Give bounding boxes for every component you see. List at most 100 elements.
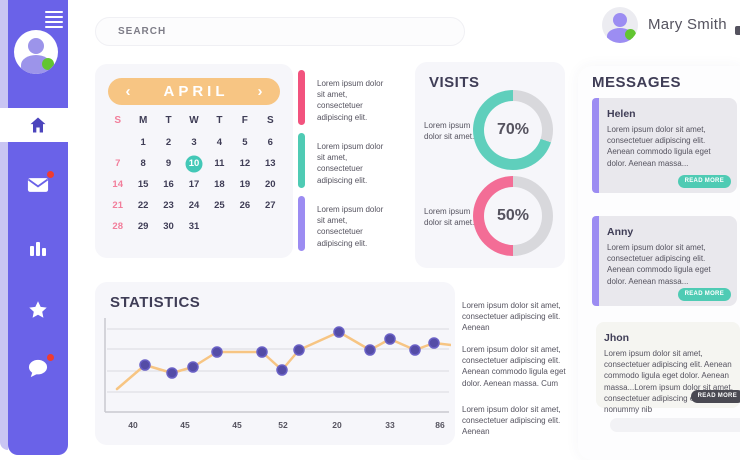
avatar-head-shape <box>613 13 627 27</box>
chart-data-point <box>428 337 440 349</box>
calendar-prev-button[interactable]: ‹ <box>125 83 131 100</box>
visits-donut-50-caption: Lorem ipsum dolor sit amet. <box>424 207 475 228</box>
statistics-card: STATISTICS 40 45 45 52 20 33 86 <box>95 282 455 445</box>
sidebar-accent-strip <box>0 0 8 450</box>
statistics-line-chart: 40 45 45 52 20 33 86 <box>104 318 451 430</box>
star-icon <box>29 301 47 318</box>
user-avatar[interactable] <box>602 7 638 43</box>
calendar-month-label: APRIL <box>163 83 229 100</box>
chart-x-tick-label: 52 <box>278 420 288 430</box>
sidebar <box>8 0 68 455</box>
sidebar-avatar[interactable] <box>14 30 58 74</box>
calendar-day-18[interactable]: 18 <box>214 179 225 190</box>
calendar-day-empty <box>232 216 257 237</box>
calendar-day-6[interactable]: 6 <box>267 137 273 148</box>
calendar-day-13[interactable]: 13 <box>264 158 276 169</box>
hamburger-menu-icon[interactable] <box>45 11 63 31</box>
chart-line-series <box>115 330 451 391</box>
calendar-weekday-label: W <box>189 115 199 126</box>
stats-note: Lorem ipsum dolor sit amet, consectetuer… <box>462 345 566 388</box>
chart-data-point <box>187 361 199 373</box>
calendar-day-24[interactable]: 24 <box>188 200 200 211</box>
calendar-day-11[interactable]: 11 <box>214 158 225 169</box>
calendar-day-14[interactable]: 14 <box>112 179 123 190</box>
calendar-weekday-label: M <box>138 115 148 126</box>
legend-item: Lorem ipsum dolor sit amet, consectetuer… <box>298 133 394 188</box>
calendar-header: ‹ APRIL › <box>108 78 280 105</box>
read-more-button[interactable]: READ MORE <box>677 288 731 301</box>
calendar-day-17[interactable]: 17 <box>188 179 200 190</box>
calendar-day-3[interactable]: 3 <box>191 137 197 148</box>
calendar-days-grid: 1 2 3 4 5 6 7 8 9 10 11 12 13 14 15 16 17 18 19 20 21 22 23 24 2… <box>105 132 283 237</box>
sidebar-item-stats[interactable] <box>8 236 68 260</box>
user-name: Mary Smith <box>648 16 727 33</box>
calendar-day-4[interactable]: 4 <box>216 137 223 148</box>
calendar-day-10[interactable]: 10 <box>181 153 206 174</box>
calendar-day-8[interactable]: 8 <box>140 158 146 169</box>
stats-note: Lorem ipsum dolor sit amet, consectetuer… <box>462 301 561 333</box>
chart-x-tick-label: 40 <box>128 420 138 430</box>
chart-data-point <box>139 359 151 371</box>
calendar-day-29[interactable]: 29 <box>137 221 149 232</box>
mail-notification-dot <box>47 171 54 178</box>
calendar-day-1[interactable]: 1 <box>140 137 146 148</box>
home-icon <box>30 117 46 133</box>
calendar-day-21[interactable]: 21 <box>112 200 123 211</box>
calendar-next-button[interactable]: › <box>257 83 263 100</box>
chat-bubble-icon <box>28 359 48 377</box>
calendar-day-27[interactable]: 27 <box>264 200 276 211</box>
calendar-day-20[interactable]: 20 <box>264 179 276 190</box>
message-card-helen[interactable]: Helen Lorem ipsum dolor sit amet, consect… <box>592 98 737 193</box>
user-menu-cut-icon[interactable] <box>735 26 740 35</box>
message-card-jhon[interactable]: Jhon Lorem ipsum dolor sit amet, consecte… <box>596 322 740 414</box>
calendar-day-16[interactable]: 16 <box>163 179 174 190</box>
legend-list: Lorem ipsum dolor sit amet, consectetuer… <box>298 70 394 259</box>
calendar-day-23[interactable]: 23 <box>163 200 174 211</box>
chart-x-tick-label: 45 <box>180 420 190 430</box>
message-accent-bar <box>592 216 599 306</box>
chart-data-point <box>256 346 268 358</box>
calendar-day-19[interactable]: 19 <box>239 179 251 190</box>
visits-card: VISITS 70% Lorem ipsum dolor sit amet. 5… <box>415 62 565 268</box>
calendar-weekday-label: T <box>216 115 223 126</box>
calendar-day-7[interactable]: 7 <box>115 158 121 169</box>
calendar-day-31[interactable]: 31 <box>188 221 200 232</box>
calendar-day-26[interactable]: 26 <box>239 200 251 211</box>
calendar-day-9[interactable]: 9 <box>165 158 172 169</box>
chart-data-point <box>409 344 421 356</box>
sidebar-item-mail[interactable] <box>8 171 68 197</box>
message-sender-name: Anny <box>607 226 634 238</box>
sidebar-item-chat[interactable] <box>8 354 68 380</box>
calendar-day-empty <box>258 216 283 237</box>
sidebar-item-favorites[interactable] <box>8 298 68 322</box>
message-card-anny[interactable]: Anny Lorem ipsum dolor sit amet, consecte… <box>592 216 737 306</box>
calendar-day-28[interactable]: 28 <box>112 221 123 232</box>
calendar-day-22[interactable]: 22 <box>137 200 149 211</box>
sidebar-item-home[interactable] <box>8 113 68 137</box>
read-more-button[interactable]: READ MORE <box>677 175 731 188</box>
read-more-button[interactable]: READ MORE <box>690 390 740 403</box>
message-body: Lorem ipsum dolor sit amet, consectetuer… <box>607 125 711 168</box>
chart-x-tick-label: 45 <box>232 420 242 430</box>
calendar-day-15[interactable]: 15 <box>137 179 149 190</box>
legend-color-bar <box>298 196 305 251</box>
calendar-day-2[interactable]: 2 <box>165 137 172 148</box>
visits-donut-70: 70% <box>473 90 553 170</box>
calendar-day-5[interactable]: 5 <box>242 137 248 148</box>
search-input[interactable] <box>96 18 464 45</box>
avatar-head-shape <box>28 38 44 54</box>
calendar-weekday-label: F <box>241 115 248 126</box>
calendar-day-empty <box>207 216 232 237</box>
messages-title: MESSAGES <box>592 74 682 91</box>
message-body: Lorem ipsum dolor sit amet, consectetuer… <box>604 349 737 414</box>
calendar-day-25[interactable]: 25 <box>214 200 225 211</box>
online-status-dot <box>42 58 54 70</box>
chart-data-point <box>211 346 223 358</box>
message-body: Lorem ipsum dolor sit amet, consectetuer… <box>607 243 711 286</box>
calendar-day-12[interactable]: 12 <box>239 158 251 169</box>
calendar-day-30[interactable]: 30 <box>163 221 174 232</box>
chart-data-point <box>276 364 288 376</box>
legend-item: Lorem ipsum dolor sit amet, consectetuer… <box>298 70 394 125</box>
message-sender-name: Helen <box>607 108 636 120</box>
